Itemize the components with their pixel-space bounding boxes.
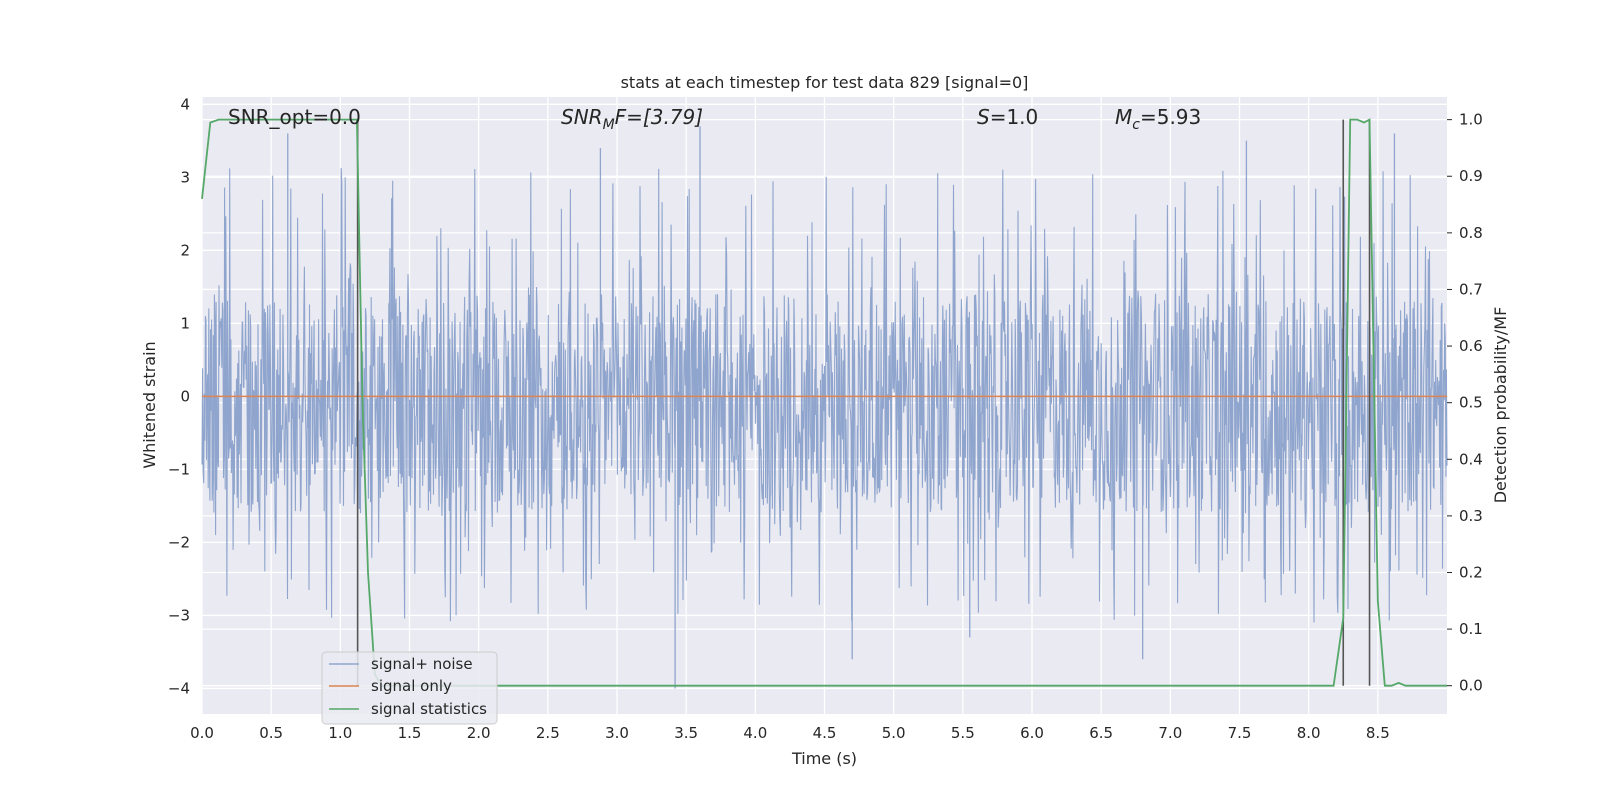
y2-tick-label: 0.5 bbox=[1459, 394, 1483, 412]
x-tick-label: 6.0 bbox=[1020, 724, 1044, 742]
y2-tick-label: 0.0 bbox=[1459, 677, 1483, 695]
annotation-s-rest: =1.0 bbox=[990, 105, 1039, 129]
x-tick-label: 4.0 bbox=[743, 724, 767, 742]
y2-tick-label: 0.9 bbox=[1459, 167, 1483, 185]
legend-box bbox=[321, 651, 498, 725]
x-tick-label: 3.5 bbox=[674, 724, 698, 742]
y-tick-label: −4 bbox=[168, 679, 190, 697]
noise-series bbox=[201, 126, 1448, 689]
y2-tick-label: 0.8 bbox=[1459, 224, 1483, 242]
x-tick-label: 8.5 bbox=[1366, 724, 1390, 742]
tick-labels: 0.0 0.5 1.0 1.5 2.0 2.5 3.0 3.5 4.0 4.5 5.0 5.5 6.0 6… bbox=[168, 95, 1483, 742]
x-tick-label: 5.5 bbox=[951, 724, 975, 742]
x-tick-label: 7.5 bbox=[1228, 724, 1252, 742]
y2-tick-label: 1.0 bbox=[1459, 111, 1483, 129]
annotation-snr-opt: SNR_opt=0.0 bbox=[228, 105, 361, 129]
annotation-s: S=1.0 bbox=[977, 105, 1038, 129]
x-tick-label: 2.5 bbox=[536, 724, 560, 742]
y-axis-label: Whitened strain bbox=[140, 341, 159, 468]
signal-statistics-line bbox=[201, 118, 1447, 687]
annotation-snr-mf: SNRMF=[3.79] bbox=[561, 105, 703, 133]
x-tick-label: 1.5 bbox=[398, 724, 422, 742]
x-tick-label: 6.5 bbox=[1089, 724, 1113, 742]
legend: signal+ noise signal only signal statist… bbox=[321, 651, 498, 725]
x-axis-label: Time (s) bbox=[791, 749, 857, 768]
y-tick-label: −1 bbox=[168, 460, 190, 478]
x-tick-label: 5.0 bbox=[882, 724, 906, 742]
legend-label-stats: signal statistics bbox=[371, 700, 487, 718]
y2-tick-label: 0.3 bbox=[1459, 507, 1483, 525]
annotation-mc-sub: c bbox=[1132, 117, 1140, 133]
legend-label-noise: signal+ noise bbox=[371, 655, 473, 673]
y2-tick-label: 0.6 bbox=[1459, 337, 1483, 355]
x-tick-label: 3.0 bbox=[605, 724, 629, 742]
y2-tick-label: 0.2 bbox=[1459, 563, 1483, 581]
annotation-mc-main: M bbox=[1115, 105, 1132, 129]
noise-line bbox=[201, 167, 1448, 623]
x-tick-label: 1.0 bbox=[328, 724, 352, 742]
annotation-mc-rest: =5.93 bbox=[1140, 105, 1201, 129]
x-tick-label: 4.5 bbox=[813, 724, 837, 742]
y-tick-label: 4 bbox=[180, 95, 190, 113]
y2-tick-label: 0.4 bbox=[1459, 450, 1483, 468]
signal-statistics-series bbox=[201, 118, 1447, 687]
chart-title: stats at each timestep for test data 829… bbox=[621, 73, 1029, 92]
annotation-snr-mf-main: SNR bbox=[561, 105, 603, 129]
x-tick-label: 2.0 bbox=[467, 724, 491, 742]
x-tick-label: 7.0 bbox=[1158, 724, 1182, 742]
y-tick-label: −2 bbox=[168, 533, 190, 551]
legend-label-signal: signal only bbox=[371, 677, 452, 695]
y2-axis-label: Detection probability/MF bbox=[1491, 307, 1510, 504]
annotation-snr-mf-rest: F=[3.79] bbox=[615, 105, 703, 129]
y2-tick-label: 0.7 bbox=[1459, 280, 1483, 298]
x-tick-label: 0.0 bbox=[190, 724, 214, 742]
x-tick-label: 0.5 bbox=[259, 724, 283, 742]
y-tick-label: 1 bbox=[180, 314, 190, 332]
y-tick-label: 0 bbox=[180, 387, 190, 405]
annotation-s-main: S bbox=[977, 105, 990, 129]
y-tick-label: −3 bbox=[168, 606, 190, 624]
x-tick-label: 8.0 bbox=[1297, 724, 1321, 742]
y-tick-label: 3 bbox=[180, 168, 190, 186]
y-tick-label: 2 bbox=[180, 241, 190, 259]
y2-tick-label: 0.1 bbox=[1459, 620, 1483, 638]
annotation-mc: Mc=5.93 bbox=[1115, 105, 1201, 133]
annotation-snr-mf-sub: M bbox=[603, 117, 615, 133]
